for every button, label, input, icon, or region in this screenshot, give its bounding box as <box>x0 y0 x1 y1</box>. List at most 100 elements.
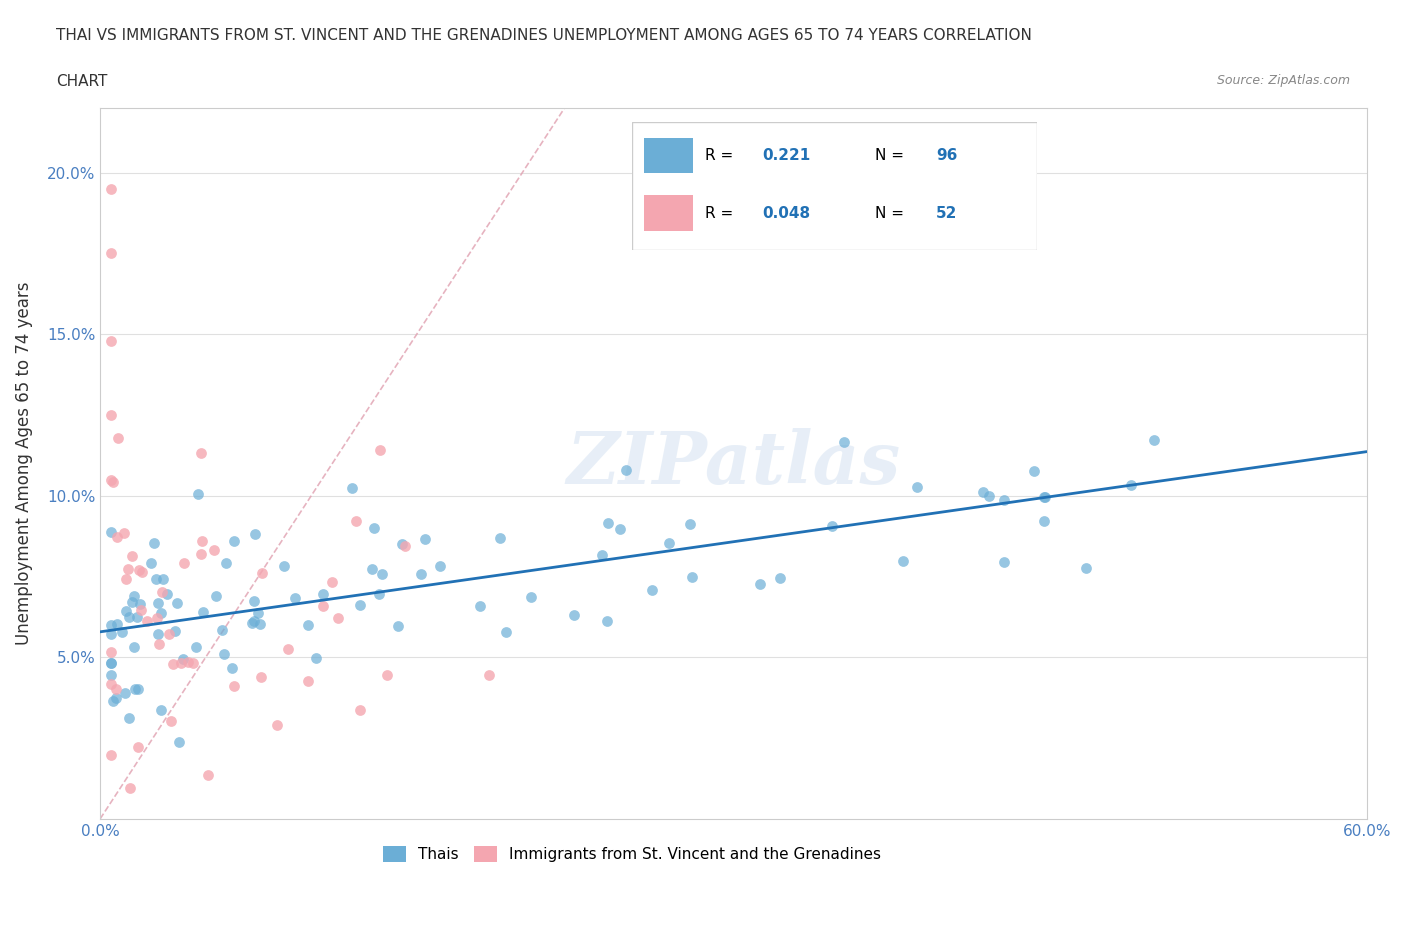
Point <box>100 181 122 196</box>
Point <box>658 536 681 551</box>
Point <box>495 625 517 640</box>
Point <box>340 481 363 496</box>
Point <box>176 655 198 670</box>
Point <box>222 533 245 548</box>
Point <box>162 657 184 671</box>
Point <box>413 531 436 546</box>
Point <box>145 571 167 586</box>
Point <box>297 618 319 632</box>
Point <box>311 598 333 613</box>
Point <box>187 486 209 501</box>
Point <box>129 602 152 617</box>
Point <box>121 594 143 609</box>
Point <box>349 597 371 612</box>
Legend: Thais, Immigrants from St. Vincent and the Grenadines: Thais, Immigrants from St. Vincent and t… <box>377 840 887 868</box>
Point <box>748 577 770 591</box>
Point <box>122 639 145 654</box>
Point <box>118 609 141 624</box>
Point <box>977 489 1000 504</box>
Point <box>100 333 122 348</box>
Point <box>681 569 703 584</box>
Point <box>114 685 136 700</box>
Point <box>905 479 928 494</box>
Point <box>1074 561 1097 576</box>
Point <box>1032 514 1054 529</box>
Point <box>100 618 122 632</box>
Point <box>273 559 295 574</box>
Point <box>250 670 273 684</box>
Point <box>146 610 169 625</box>
Point <box>148 596 170 611</box>
Point <box>124 589 146 604</box>
Point <box>429 559 451 574</box>
Point <box>100 472 122 487</box>
Point <box>411 567 433 582</box>
Point <box>150 703 173 718</box>
Point <box>349 702 371 717</box>
Point <box>297 673 319 688</box>
Point <box>489 531 512 546</box>
Point <box>891 553 914 568</box>
Point <box>139 556 162 571</box>
Point <box>247 606 270 621</box>
Point <box>100 407 122 422</box>
Point <box>360 562 382 577</box>
Point <box>100 525 122 539</box>
Point <box>160 714 183 729</box>
Point <box>1032 490 1054 505</box>
Point <box>202 542 225 557</box>
Point <box>993 554 1015 569</box>
Point <box>129 597 152 612</box>
Point <box>150 605 173 620</box>
Point <box>142 536 165 551</box>
Point <box>243 594 266 609</box>
Point <box>609 522 631 537</box>
Point <box>100 655 122 670</box>
Point <box>394 538 416 553</box>
Point <box>321 575 343 590</box>
Point <box>250 565 273 580</box>
Point <box>148 626 170 641</box>
Point <box>591 548 613 563</box>
Point <box>121 549 143 564</box>
Point <box>277 642 299 657</box>
Point <box>821 519 844 534</box>
Point <box>221 661 243 676</box>
Point <box>197 767 219 782</box>
Point <box>375 668 398 683</box>
Point <box>100 627 122 642</box>
Point <box>100 246 122 260</box>
Point <box>387 619 409 634</box>
Point <box>172 652 194 667</box>
Point <box>641 583 664 598</box>
Point <box>368 587 391 602</box>
Point <box>155 587 177 602</box>
Point <box>519 590 541 604</box>
Point <box>993 493 1015 508</box>
Point <box>1022 463 1045 478</box>
Point <box>328 610 350 625</box>
Point <box>368 443 391 458</box>
Point <box>103 694 125 709</box>
Point <box>1121 477 1143 492</box>
Point <box>107 431 129 445</box>
Point <box>181 656 204 671</box>
Point <box>190 445 212 460</box>
Text: ZIPatlas: ZIPatlas <box>567 428 900 498</box>
Point <box>163 624 186 639</box>
Point <box>222 679 245 694</box>
Point <box>190 547 212 562</box>
Point <box>105 529 128 544</box>
Point <box>127 740 149 755</box>
Point <box>211 623 233 638</box>
Point <box>249 617 271 631</box>
Point <box>100 748 122 763</box>
Point <box>311 586 333 601</box>
Point <box>184 640 207 655</box>
Point <box>117 562 139 577</box>
Point <box>101 475 124 490</box>
Text: Source: ZipAtlas.com: Source: ZipAtlas.com <box>1216 74 1350 87</box>
Point <box>215 555 238 570</box>
Point <box>127 682 149 697</box>
Point <box>170 656 193 671</box>
